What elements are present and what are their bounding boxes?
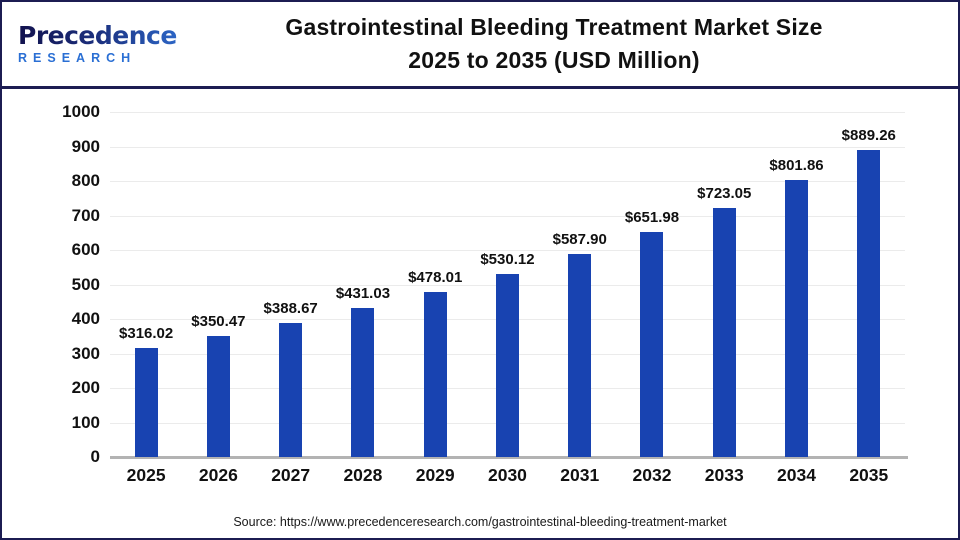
gridline bbox=[110, 181, 905, 182]
bar-slot-2028: $431.03 bbox=[327, 285, 399, 457]
bar-slot-2026: $350.47 bbox=[182, 313, 254, 457]
y-tick-label: 1000 bbox=[62, 102, 100, 121]
bar-value-label: $801.86 bbox=[769, 157, 824, 174]
x-tick-label: 2035 bbox=[849, 465, 889, 485]
chart-title-line1: Gastrointestinal Bleeding Treatment Mark… bbox=[285, 14, 823, 40]
precedence-logo: Precedence RESEARCH bbox=[2, 23, 192, 65]
bar-slot-2034: $801.86 bbox=[760, 157, 832, 457]
y-tick-label: 500 bbox=[71, 274, 100, 294]
x-tick-label: 2029 bbox=[415, 465, 455, 485]
y-tick-label: 800 bbox=[71, 171, 100, 190]
y-tick-label: 300 bbox=[71, 343, 100, 363]
chart-title-line2: 2025 to 2035 (USD Million) bbox=[408, 47, 700, 73]
bar-2027 bbox=[279, 323, 303, 457]
bars-container: $316.02 $350.47 $388.67 $431.03 $478.01 $530.… bbox=[110, 89, 905, 457]
x-axis-line bbox=[110, 456, 908, 459]
bar-slot-2029: $478.01 bbox=[399, 269, 471, 457]
bar-2031 bbox=[568, 254, 592, 457]
bar-2032 bbox=[640, 232, 664, 457]
bar-value-label: $478.01 bbox=[408, 269, 463, 286]
gridline bbox=[110, 250, 905, 251]
source-line: Source: https://www.precedenceresearch.c… bbox=[233, 515, 727, 529]
bar-slot-2027: $388.67 bbox=[255, 300, 327, 457]
bar-value-label: $316.02 bbox=[119, 325, 174, 342]
y-tick-label: 0 bbox=[90, 447, 100, 466]
bar-2035 bbox=[857, 150, 881, 457]
bar-value-label: $388.67 bbox=[263, 300, 318, 317]
bar-2028 bbox=[351, 308, 375, 457]
x-axis-labels: 2025 2026 2027 2028 2029 2030 2031 2032 2033 2034… bbox=[110, 465, 905, 486]
bar-value-label: $651.98 bbox=[624, 209, 680, 226]
bar-2034 bbox=[785, 180, 809, 457]
y-tick-label: 100 bbox=[71, 412, 100, 432]
bar-slot-2033: $723.05 bbox=[688, 185, 760, 457]
bar-2030 bbox=[495, 274, 519, 457]
gridline bbox=[110, 215, 905, 217]
y-tick-label: 900 bbox=[71, 136, 100, 156]
x-tick-label: 2032 bbox=[632, 465, 672, 485]
bar-value-label: $587.90 bbox=[552, 231, 607, 248]
bar-slot-2035: $889.26 bbox=[833, 127, 905, 457]
bar-value-label: $723.05 bbox=[697, 185, 752, 202]
y-tick-label: 400 bbox=[71, 309, 100, 328]
y-tick-label: 200 bbox=[71, 378, 100, 397]
bar-value-label: $431.03 bbox=[335, 285, 391, 302]
bar-2026 bbox=[206, 336, 230, 457]
bar-slot-2031: $587.90 bbox=[544, 231, 616, 457]
x-tick-label: 2033 bbox=[704, 465, 744, 485]
bar-value-label: $350.47 bbox=[191, 313, 246, 330]
chart-title: Gastrointestinal Bleeding Treatment Mark… bbox=[192, 11, 958, 77]
gridline bbox=[110, 112, 905, 113]
bar-slot-2025: $316.02 bbox=[110, 325, 182, 457]
logo-sub-text: RESEARCH bbox=[18, 50, 137, 65]
x-tick-label: 2025 bbox=[126, 465, 166, 485]
header: Precedence RESEARCH Gastrointestinal Ble… bbox=[2, 2, 958, 89]
x-tick-label: 2030 bbox=[487, 465, 527, 485]
x-tick-label: 2028 bbox=[343, 465, 383, 485]
bar-2029 bbox=[423, 292, 447, 457]
bar-value-label: $889.26 bbox=[841, 127, 896, 144]
x-tick-label: 2027 bbox=[271, 465, 311, 485]
gridline bbox=[110, 146, 905, 148]
x-tick-label: 2034 bbox=[777, 465, 816, 485]
bar-slot-2032: $651.98 bbox=[616, 209, 688, 457]
x-tick-label: 2026 bbox=[198, 465, 238, 485]
bar-2033 bbox=[712, 208, 736, 457]
bar-2025 bbox=[134, 348, 158, 457]
y-tick-label: 700 bbox=[71, 205, 100, 225]
logo-brand-text: Precedence bbox=[18, 23, 192, 50]
bar-slot-2030: $530.12 bbox=[471, 251, 543, 457]
x-tick-label: 2031 bbox=[560, 465, 600, 485]
bar-value-label: $530.12 bbox=[480, 251, 535, 268]
y-tick-label: 600 bbox=[71, 240, 100, 259]
bar-chart: 0 100 200 300 400 500 600 700 800 900 1000 $316.02… bbox=[2, 89, 958, 501]
